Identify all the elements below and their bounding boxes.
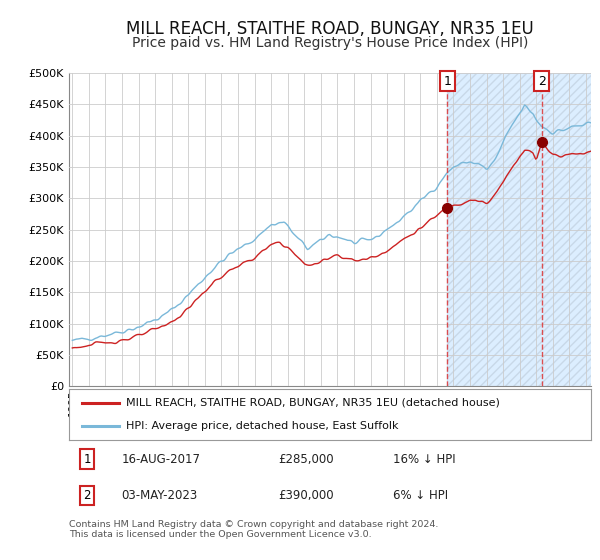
Text: Contains HM Land Registry data © Crown copyright and database right 2024.
This d: Contains HM Land Registry data © Crown c…	[69, 520, 439, 539]
Text: 2: 2	[83, 489, 91, 502]
Text: MILL REACH, STAITHE ROAD, BUNGAY, NR35 1EU (detached house): MILL REACH, STAITHE ROAD, BUNGAY, NR35 1…	[127, 398, 500, 408]
Text: 03-MAY-2023: 03-MAY-2023	[121, 489, 197, 502]
Text: MILL REACH, STAITHE ROAD, BUNGAY, NR35 1EU: MILL REACH, STAITHE ROAD, BUNGAY, NR35 1…	[126, 20, 534, 38]
Text: HPI: Average price, detached house, East Suffolk: HPI: Average price, detached house, East…	[127, 421, 399, 431]
Text: 6% ↓ HPI: 6% ↓ HPI	[392, 489, 448, 502]
Bar	[447, 73, 600, 386]
Text: 1: 1	[83, 452, 91, 466]
Text: 2: 2	[538, 74, 546, 88]
Text: £390,000: £390,000	[278, 489, 334, 502]
Text: 16% ↓ HPI: 16% ↓ HPI	[392, 452, 455, 466]
Text: 16-AUG-2017: 16-AUG-2017	[121, 452, 200, 466]
Text: £285,000: £285,000	[278, 452, 334, 466]
Text: Price paid vs. HM Land Registry's House Price Index (HPI): Price paid vs. HM Land Registry's House …	[132, 36, 528, 50]
Bar	[447, 73, 600, 386]
Text: 1: 1	[443, 74, 451, 88]
